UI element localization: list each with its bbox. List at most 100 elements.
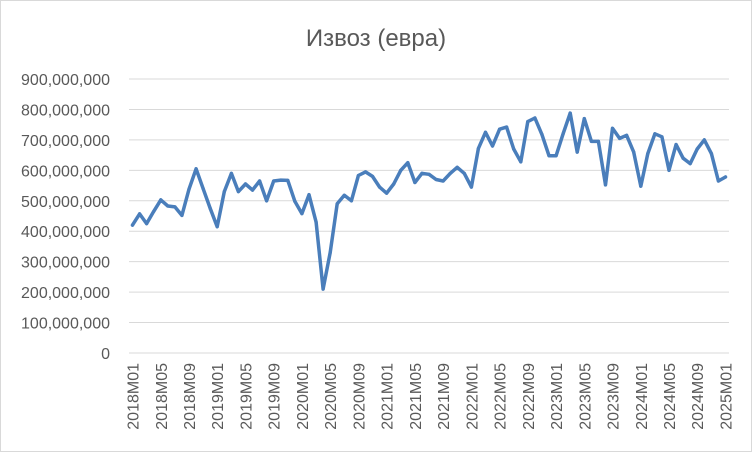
data-point [201, 187, 205, 191]
data-point [385, 191, 389, 195]
data-point [625, 133, 629, 137]
y-tick-label: 0 [101, 346, 110, 363]
data-point [173, 205, 177, 209]
x-tick-label: 2022M09 [521, 363, 538, 430]
data-point [314, 220, 318, 224]
y-tick-label: 900,000,000 [21, 72, 110, 89]
data-point [674, 142, 678, 147]
data-point [455, 165, 459, 169]
data-point [130, 223, 135, 227]
data-point [272, 179, 276, 183]
data-point [236, 190, 241, 194]
data-point [547, 154, 551, 158]
data-point [420, 171, 424, 175]
x-tick-label: 2024M09 [690, 363, 707, 430]
data-point [427, 172, 431, 176]
data-point [441, 179, 445, 183]
data-point [519, 160, 523, 164]
data-point [695, 147, 699, 151]
data-point [582, 116, 586, 121]
y-tick-label: 800,000,000 [21, 102, 110, 119]
data-point [434, 177, 438, 182]
data-point [307, 193, 311, 197]
x-tick-label: 2020M05 [323, 363, 340, 430]
data-point [632, 150, 636, 154]
data-point [335, 202, 339, 206]
data-point [526, 120, 530, 124]
data-point [483, 130, 488, 134]
data-point [448, 171, 452, 175]
data-point [300, 211, 304, 216]
data-point [399, 168, 403, 172]
data-point [462, 171, 466, 175]
data-point [342, 193, 346, 197]
data-point [660, 135, 664, 139]
x-tick-label: 2022M05 [493, 363, 510, 430]
y-tick-label: 400,000,000 [21, 224, 110, 241]
data-point [413, 180, 417, 185]
data-point [490, 144, 495, 148]
x-tick-label: 2020M01 [295, 363, 312, 430]
data-point [469, 185, 473, 189]
data-point [187, 187, 191, 191]
data-point [356, 173, 361, 178]
data-point [152, 209, 156, 214]
chart-title: Извоз (евра) [306, 25, 446, 52]
data-point [194, 167, 198, 171]
data-point [229, 171, 233, 175]
data-point [349, 199, 353, 203]
data-point [639, 184, 643, 188]
data-point [363, 170, 368, 174]
data-point [321, 287, 325, 291]
series-layer [130, 111, 728, 291]
data-point [667, 168, 671, 172]
x-tick-label: 2021M09 [436, 363, 453, 430]
x-tick-label: 2019M01 [210, 363, 227, 430]
data-point [554, 154, 558, 158]
x-tick-label: 2018M01 [126, 363, 143, 430]
data-point [505, 125, 509, 129]
data-point [533, 116, 537, 120]
x-tick-label: 2024M05 [662, 363, 679, 430]
y-axis-tick-labels: 0 100,000,000 200,000,000 300,000,000 400,00… [21, 72, 110, 363]
data-point [328, 250, 332, 255]
data-point [512, 147, 516, 151]
x-tick-label: 2021M01 [380, 363, 397, 430]
data-point [561, 132, 565, 136]
data-point [279, 178, 283, 182]
data-point [540, 132, 544, 137]
gridlines [129, 78, 729, 354]
data-point [688, 162, 692, 166]
data-point [568, 111, 572, 115]
data-point [265, 199, 269, 203]
y-tick-label: 600,000,000 [21, 163, 110, 180]
data-point [286, 178, 290, 182]
y-tick-label: 500,000,000 [21, 194, 110, 211]
x-tick-label: 2022M01 [464, 363, 481, 430]
data-point [208, 206, 212, 210]
data-point [716, 179, 721, 183]
data-point [145, 222, 149, 226]
y-tick-label: 700,000,000 [21, 133, 110, 150]
data-point [222, 190, 226, 194]
data-point [250, 188, 255, 192]
data-point [646, 151, 650, 156]
x-tick-label: 2023M01 [549, 363, 566, 430]
data-point [392, 182, 396, 186]
x-tick-label: 2018M05 [154, 363, 171, 430]
data-point [653, 132, 657, 136]
y-tick-label: 300,000,000 [21, 255, 110, 272]
data-point [215, 225, 219, 229]
x-tick-label: 2018M09 [182, 363, 199, 430]
data-point [377, 185, 382, 189]
data-point [709, 151, 713, 156]
y-tick-label: 100,000,000 [21, 316, 110, 333]
data-point [293, 199, 297, 203]
data-point [370, 174, 375, 179]
x-tick-label: 2023M09 [606, 363, 623, 430]
data-point [681, 156, 685, 160]
data-point [596, 139, 601, 144]
data-point [603, 183, 608, 187]
data-point [497, 127, 502, 131]
